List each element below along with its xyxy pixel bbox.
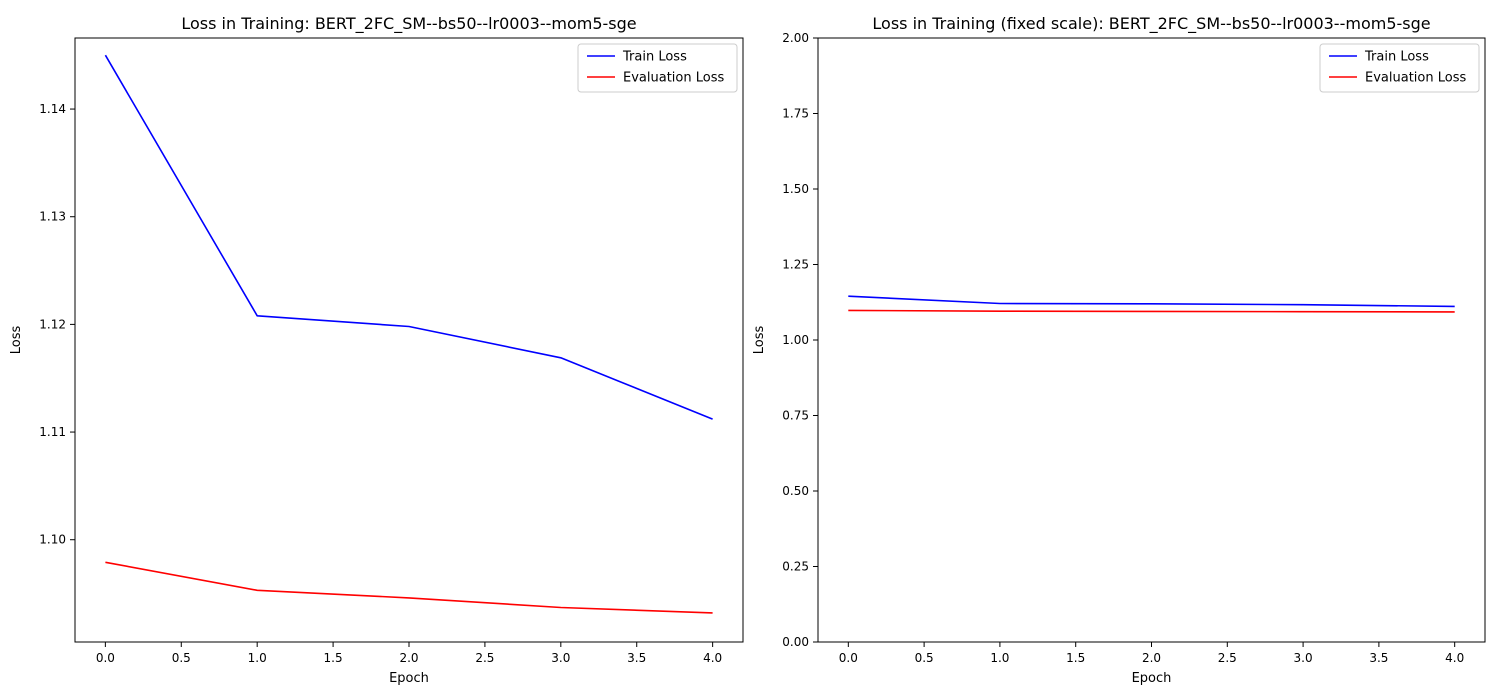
y-tick-label: 1.11 xyxy=(39,425,66,439)
x-tick-label: 4.0 xyxy=(703,651,722,665)
x-tick-label: 2.5 xyxy=(475,651,494,665)
y-tick-label: 2.00 xyxy=(782,31,809,45)
x-tick-label: 2.0 xyxy=(1142,651,1161,665)
chart-title: Loss in Training (fixed scale): BERT_2FC… xyxy=(872,14,1430,34)
y-tick-label: 1.75 xyxy=(782,107,809,121)
chart-title: Loss in Training: BERT_2FC_SM--bs50--lr0… xyxy=(181,14,636,34)
legend: Train Loss Evaluation Loss xyxy=(577,43,738,93)
x-tick-label: 3.5 xyxy=(627,651,646,665)
legend-box xyxy=(1319,43,1480,93)
y-tick-label: 0.50 xyxy=(782,484,809,498)
x-tick-label: 3.0 xyxy=(551,651,570,665)
legend-label: Train Loss xyxy=(1364,50,1429,65)
series-line-evaluation-loss xyxy=(848,309,1455,313)
x-tick-label: 3.5 xyxy=(1369,651,1388,665)
x-tick-label: 1.0 xyxy=(248,651,267,665)
x-tick-label: 4.0 xyxy=(1445,651,1464,665)
plot-frame xyxy=(817,37,1486,643)
legend: Train Loss Evaluation Loss xyxy=(1319,43,1480,93)
x-tick-label: 0.0 xyxy=(839,651,858,665)
x-axis-label: Epoch xyxy=(389,671,429,686)
series-line-train-loss xyxy=(104,54,713,420)
x-tick-label: 1.5 xyxy=(324,651,343,665)
y-tick-label: 1.12 xyxy=(39,317,66,331)
y-axis-label: Loss xyxy=(752,326,767,355)
plot-frame xyxy=(74,37,744,643)
x-tick-label: 0.5 xyxy=(915,651,934,665)
x-tick-label: 1.5 xyxy=(1066,651,1085,665)
series-line-train-loss xyxy=(848,295,1455,308)
legend-label: Evaluation Loss xyxy=(623,71,724,86)
legend-label: Train Loss xyxy=(622,50,687,65)
y-axis-label: Loss xyxy=(9,326,24,355)
x-tick-label: 0.0 xyxy=(96,651,115,665)
y-tick-label: 0.75 xyxy=(782,409,809,423)
x-tick-label: 2.0 xyxy=(399,651,418,665)
legend-label: Evaluation Loss xyxy=(1365,71,1466,86)
y-tick-label: 1.25 xyxy=(782,258,809,272)
y-tick-label: 0.25 xyxy=(782,560,809,574)
x-tick-label: 3.0 xyxy=(1294,651,1313,665)
y-tick-label: 0.00 xyxy=(782,635,809,649)
y-tick-label: 1.50 xyxy=(782,182,809,196)
series-line-evaluation-loss xyxy=(105,561,713,614)
y-tick-label: 1.10 xyxy=(39,533,66,547)
x-tick-label: 0.5 xyxy=(172,651,191,665)
x-axis-label: Epoch xyxy=(1132,671,1172,686)
y-tick-label: 1.00 xyxy=(782,333,809,347)
x-tick-label: 1.0 xyxy=(990,651,1009,665)
chart-2: Loss in Training (fixed scale): BERT_2FC… xyxy=(752,14,1486,686)
x-tick-label: 2.5 xyxy=(1218,651,1237,665)
legend-box xyxy=(577,43,738,93)
chart-1: Loss in Training: BERT_2FC_SM--bs50--lr0… xyxy=(9,14,744,686)
y-tick-label: 1.14 xyxy=(39,102,66,116)
y-tick-label: 1.13 xyxy=(39,210,66,224)
